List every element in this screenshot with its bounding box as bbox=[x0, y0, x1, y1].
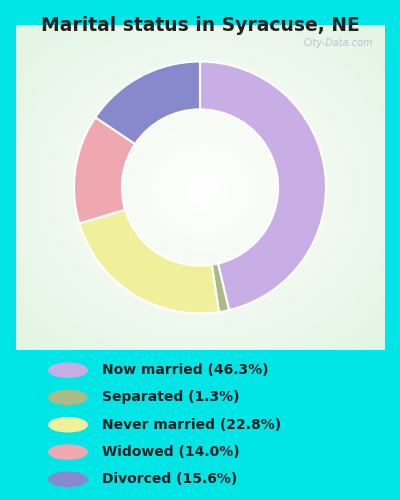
Wedge shape bbox=[95, 62, 200, 144]
Circle shape bbox=[49, 363, 87, 378]
Text: Never married (22.8%): Never married (22.8%) bbox=[102, 418, 281, 432]
Text: Now married (46.3%): Now married (46.3%) bbox=[102, 363, 268, 377]
Wedge shape bbox=[79, 210, 219, 314]
Wedge shape bbox=[200, 62, 326, 310]
Text: Separated (1.3%): Separated (1.3%) bbox=[102, 390, 240, 404]
Circle shape bbox=[49, 445, 87, 459]
Text: Widowed (14.0%): Widowed (14.0%) bbox=[102, 445, 240, 459]
Text: Divorced (15.6%): Divorced (15.6%) bbox=[102, 472, 237, 486]
Wedge shape bbox=[212, 264, 229, 312]
Wedge shape bbox=[74, 118, 135, 224]
Circle shape bbox=[49, 472, 87, 486]
Circle shape bbox=[49, 390, 87, 404]
Text: Marital status in Syracuse, NE: Marital status in Syracuse, NE bbox=[41, 16, 359, 35]
Circle shape bbox=[49, 418, 87, 432]
Text: City-Data.com: City-Data.com bbox=[303, 38, 373, 48]
